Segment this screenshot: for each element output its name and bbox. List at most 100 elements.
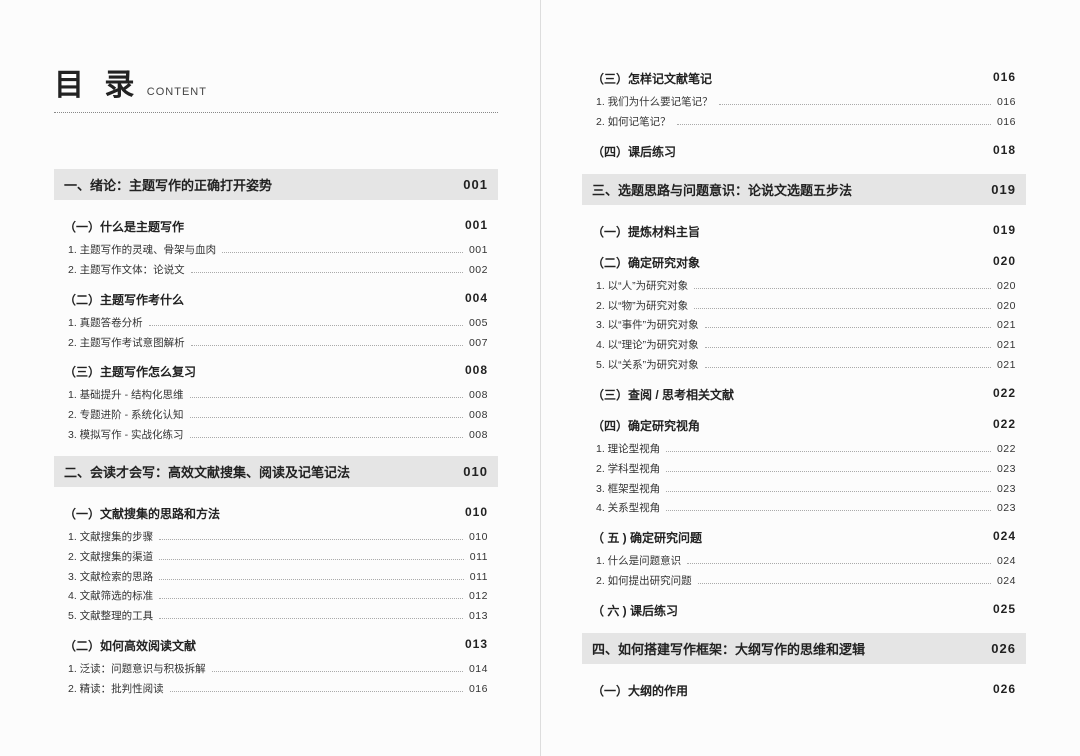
toc-section: （二）确定研究对象020 — [582, 250, 1026, 275]
leader-dots — [719, 104, 991, 105]
item-page: 007 — [469, 335, 488, 353]
leader-dots — [190, 437, 463, 438]
toc-item: 2. 主题写作文体：论说文002 — [54, 261, 498, 281]
section-page: 024 — [993, 529, 1016, 546]
item-page: 013 — [469, 608, 488, 626]
section-page: 025 — [993, 602, 1016, 619]
item-title: 2. 学科型视角 — [596, 461, 660, 479]
section-title: （三）主题写作怎么复习 — [64, 363, 465, 380]
toc-item: 2. 学科型视角023 — [582, 460, 1026, 480]
leader-dots — [694, 288, 991, 289]
toc-section: （三）查阅 / 思考相关文献022 — [582, 382, 1026, 407]
item-title: 2. 主题写作考试意图解析 — [68, 335, 185, 353]
item-title: 1. 基础提升 - 结构化思维 — [68, 387, 184, 405]
toc-right-list: （三）怎样记文献笔记0161. 我们为什么要记笔记？0162. 如何记笔记？01… — [582, 66, 1026, 703]
toc-item: 1. 基础提升 - 结构化思维008 — [54, 386, 498, 406]
leader-dots — [190, 417, 463, 418]
section-title: （四）课后练习 — [592, 143, 993, 160]
toc-item: 5. 以“关系”为研究对象021 — [582, 356, 1026, 376]
item-page: 024 — [997, 573, 1016, 591]
section-title: （二）确定研究对象 — [592, 254, 993, 271]
item-page: 008 — [469, 427, 488, 445]
toc-item: 3. 文献检索的思路011 — [54, 568, 498, 588]
item-title: 2. 精读：批判性阅读 — [68, 681, 164, 699]
leader-dots — [698, 583, 991, 584]
item-title: 1. 理论型视角 — [596, 441, 660, 459]
section-title: （一）大纲的作用 — [592, 682, 993, 699]
toc-item: 1. 以“人”为研究对象020 — [582, 277, 1026, 297]
leader-dots — [705, 347, 991, 348]
item-title: 1. 我们为什么要记笔记？ — [596, 94, 713, 112]
toc-section: （一）大纲的作用026 — [582, 678, 1026, 703]
toc-item: 1. 我们为什么要记笔记？016 — [582, 93, 1026, 113]
toc-item: 5. 文献整理的工具013 — [54, 607, 498, 627]
section-title: （ 五 ) 确定研究问题 — [592, 529, 993, 546]
item-title: 1. 泛读：问题意识与积极拆解 — [68, 661, 206, 679]
item-page: 023 — [997, 481, 1016, 499]
item-page: 021 — [997, 337, 1016, 355]
section-title: （ 六 ) 课后练习 — [592, 602, 993, 619]
item-title: 1. 什么是问题意识 — [596, 553, 681, 571]
leader-dots — [170, 691, 463, 692]
item-page: 021 — [997, 317, 1016, 335]
toc-item: 2. 主题写作考试意图解析 007 — [54, 334, 498, 354]
item-title: 2. 如何提出研究问题 — [596, 573, 692, 591]
title-en: CONTENT — [147, 86, 207, 98]
leader-dots — [212, 671, 463, 672]
section-title: （一）什么是主题写作 — [64, 218, 465, 235]
leader-dots — [705, 367, 991, 368]
toc-section: （ 六 ) 课后练习025 — [582, 598, 1026, 623]
toc-section: （二）主题写作考什么004 — [54, 287, 498, 312]
item-page: 020 — [997, 298, 1016, 316]
toc-item: 2. 专题进阶 - 系统化认知008 — [54, 406, 498, 426]
leader-dots — [705, 327, 991, 328]
item-page: 024 — [997, 553, 1016, 571]
item-page: 008 — [469, 407, 488, 425]
item-page: 011 — [470, 569, 488, 587]
leader-dots — [159, 618, 463, 619]
toc-section: （四）课后练习018 — [582, 139, 1026, 164]
section-page: 018 — [993, 143, 1016, 160]
toc-title: 目 录 CONTENT — [54, 60, 498, 104]
section-page: 026 — [993, 682, 1016, 699]
chapter-title: 一、绪论：主题写作的正确打开姿势 — [64, 175, 463, 194]
toc-chapter: 四、如何搭建写作框架：大纲写作的思维和逻辑026 — [582, 633, 1026, 664]
leader-dots — [687, 563, 991, 564]
section-page: 008 — [465, 363, 488, 380]
leader-dots — [149, 325, 463, 326]
section-page: 019 — [993, 223, 1016, 240]
section-page: 016 — [993, 70, 1016, 87]
toc-item: 3. 模拟写作 - 实战化练习008 — [54, 426, 498, 446]
toc-item: 1. 文献搜集的步骤010 — [54, 528, 498, 548]
leader-dots — [159, 579, 464, 580]
leader-dots — [666, 510, 991, 511]
toc-item: 1. 主题写作的灵魂、骨架与血肉001 — [54, 241, 498, 261]
leader-dots — [677, 124, 991, 125]
leader-dots — [159, 598, 463, 599]
item-page: 014 — [469, 661, 488, 679]
item-title: 3. 框架型视角 — [596, 481, 660, 499]
leader-dots — [666, 471, 991, 472]
section-page: 004 — [465, 291, 488, 308]
toc-item: 2. 文献搜集的渠道 011 — [54, 548, 498, 568]
item-title: 2. 文献搜集的渠道 — [68, 549, 153, 567]
item-title: 5. 以“关系”为研究对象 — [596, 357, 699, 375]
item-title: 2. 以“物”为研究对象 — [596, 298, 688, 316]
item-title: 4. 关系型视角 — [596, 500, 660, 518]
section-page: 001 — [465, 218, 488, 235]
section-title: （二）主题写作考什么 — [64, 291, 465, 308]
chapter-page: 010 — [463, 464, 488, 479]
section-title: （一）提炼材料主旨 — [592, 223, 993, 240]
left-page: 目 录 CONTENT 一、绪论：主题写作的正确打开姿势001（一）什么是主题写… — [0, 0, 540, 756]
toc-item: 4. 关系型视角023 — [582, 499, 1026, 519]
leader-dots — [190, 397, 463, 398]
item-title: 4. 以“理论”为研究对象 — [596, 337, 699, 355]
toc-section: （四）确定研究视角022 — [582, 413, 1026, 438]
toc-chapter: 一、绪论：主题写作的正确打开姿势001 — [54, 169, 498, 200]
toc-section: （一）文献搜集的思路和方法010 — [54, 501, 498, 526]
item-page: 005 — [469, 315, 488, 333]
chapter-page: 026 — [991, 641, 1016, 656]
toc-item: 2. 如何提出研究问题 024 — [582, 572, 1026, 592]
leader-dots — [191, 345, 463, 346]
item-page: 011 — [470, 549, 488, 567]
